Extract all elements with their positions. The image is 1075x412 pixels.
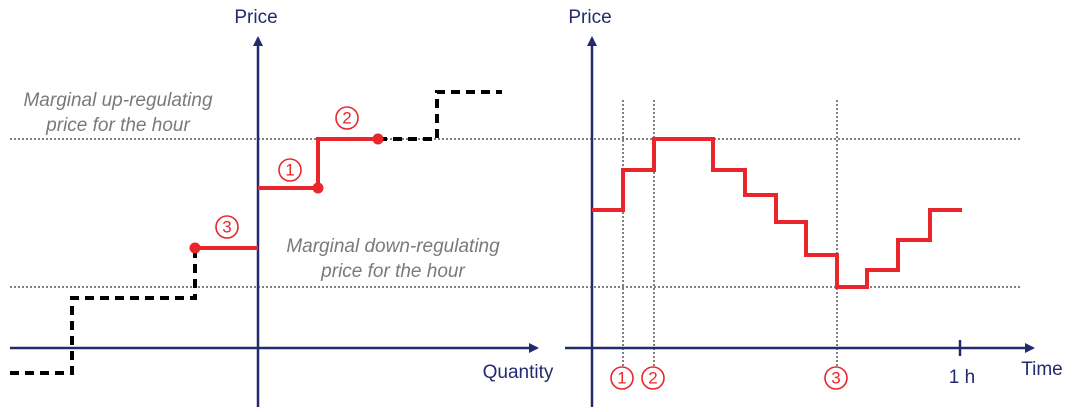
axis-label: Time <box>1021 359 1063 380</box>
marker-label: 2 <box>648 368 657 387</box>
marker: 1 <box>610 366 634 390</box>
marker-label: 2 <box>342 108 351 127</box>
axis-label: Price <box>568 7 611 28</box>
marker-label: 1 <box>617 368 626 387</box>
point <box>189 242 201 254</box>
marker: 1 <box>278 158 302 182</box>
marker: 2 <box>335 106 359 130</box>
marker: 2 <box>641 366 665 390</box>
point <box>312 182 324 194</box>
annotation: price for the hour <box>45 115 190 136</box>
bid-curve <box>378 90 502 141</box>
axis-label: Quantity <box>483 362 554 383</box>
marker: 3 <box>824 366 848 390</box>
up-step <box>258 137 378 190</box>
annotation: Marginal up-regulating <box>23 90 212 111</box>
annotation: Marginal down-regulating <box>286 236 500 257</box>
marker-label: 1 <box>285 160 294 179</box>
axis-label: Price <box>234 7 277 28</box>
marker-label: 3 <box>222 217 231 236</box>
tick-label: 1 h <box>949 367 975 388</box>
marker: 3 <box>215 215 239 239</box>
annotation: price for the hour <box>320 261 465 282</box>
point <box>372 133 384 145</box>
marker-label: 3 <box>831 368 840 387</box>
price-profile <box>592 137 962 289</box>
bid-curve <box>10 248 197 375</box>
